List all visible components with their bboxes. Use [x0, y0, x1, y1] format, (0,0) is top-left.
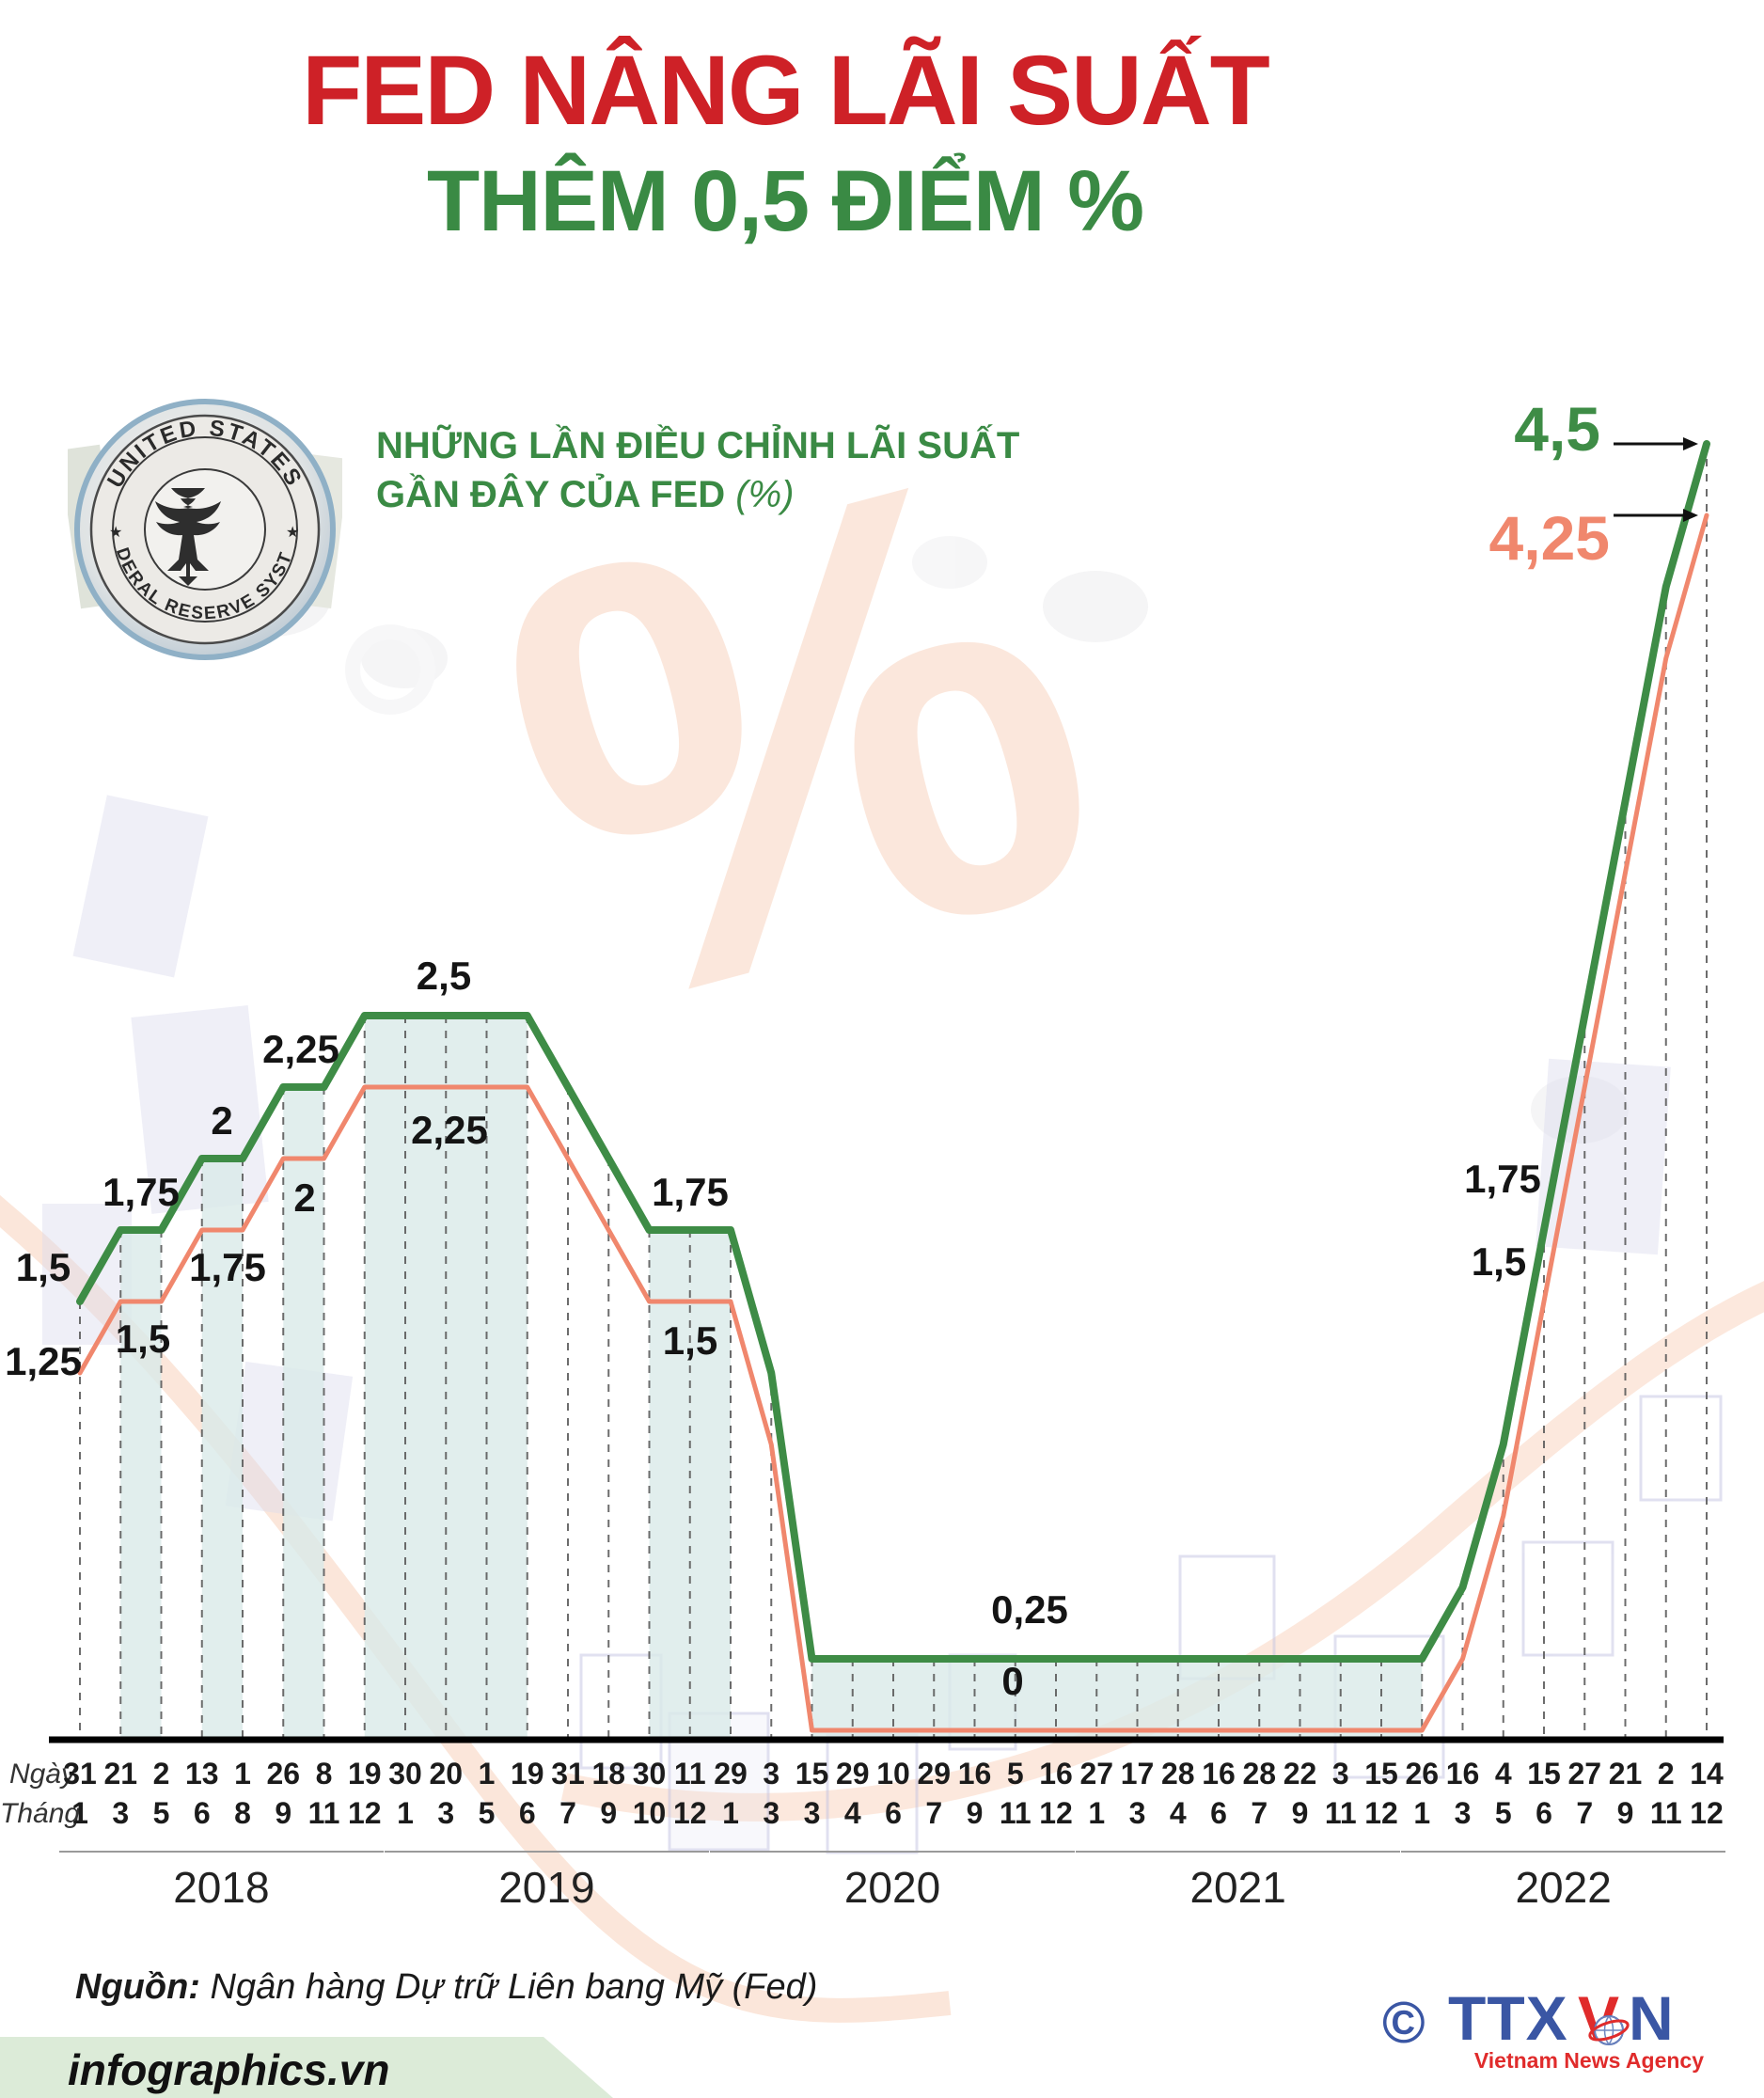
subtitle-unit: (%) [735, 474, 795, 515]
title-line-1: FED NÂNG LÃI SUẤT [302, 36, 1270, 146]
copyright-icon: © [1382, 1991, 1425, 2056]
held-period-band [811, 1659, 1423, 1737]
title-line-2: THÊM 0,5 ĐIỂM % [426, 153, 1144, 250]
agency-letters-ttx: TTX [1448, 1983, 1568, 2053]
upper-bound-line [76, 440, 1710, 1663]
federal-reserve-seal: UNITED STATES FEDERAL RESERVE SYSTEM ★ ★ [68, 390, 342, 660]
site-ribbon [0, 2037, 613, 2098]
news-agency-logo: © TTX V N Vietnam News Agency [1382, 1982, 1711, 2076]
blob-icon [1043, 571, 1148, 642]
source-text: Ngân hàng Dự trữ Liên bang Mỹ (Fed) [199, 1967, 818, 2007]
held-period-band [120, 1230, 162, 1737]
arrow-to-upper-end-head [1683, 437, 1698, 450]
seal-star-right: ★ [286, 525, 299, 541]
subtitle-line-1: NHỮNG LẦN ĐIỀU CHỈNH LÃI SUẤT [376, 425, 1020, 466]
agency-tagline: Vietnam News Agency [1473, 2048, 1704, 2073]
seal-mid-ring [112, 436, 298, 623]
globe-icon [1588, 2015, 1630, 2045]
held-period-band [364, 1016, 528, 1737]
lower-bound-line [77, 513, 1709, 1733]
eagle-icon [155, 488, 221, 586]
subtitle-line-2: GẦN ĐÂY CỦA FED (%) [376, 474, 795, 515]
blob-icon [912, 536, 987, 589]
source-note: Nguồn: Ngân hàng Dự trữ Liên bang Mỹ (Fe… [75, 1967, 817, 2008]
site-name: infographics.vn [68, 2045, 390, 2094]
chart-subtitle: NHỮNG LẦN ĐIỀU CHỈNH LÃI SUẤT GẦN ĐÂY CỦ… [376, 421, 1019, 519]
source-label: Nguồn: [75, 1967, 200, 2007]
seal-star-left: ★ [109, 525, 122, 541]
agency-letter-n: N [1629, 1983, 1675, 2053]
held-period-band [201, 1159, 243, 1737]
held-period-band [283, 1087, 324, 1737]
ring-icon [345, 624, 435, 715]
arrow-to-lower-end-head [1683, 509, 1698, 522]
page-title: FED NÂNG LÃI SUẤT THÊM 0,5 ĐIỂM % [80, 0, 1490, 247]
